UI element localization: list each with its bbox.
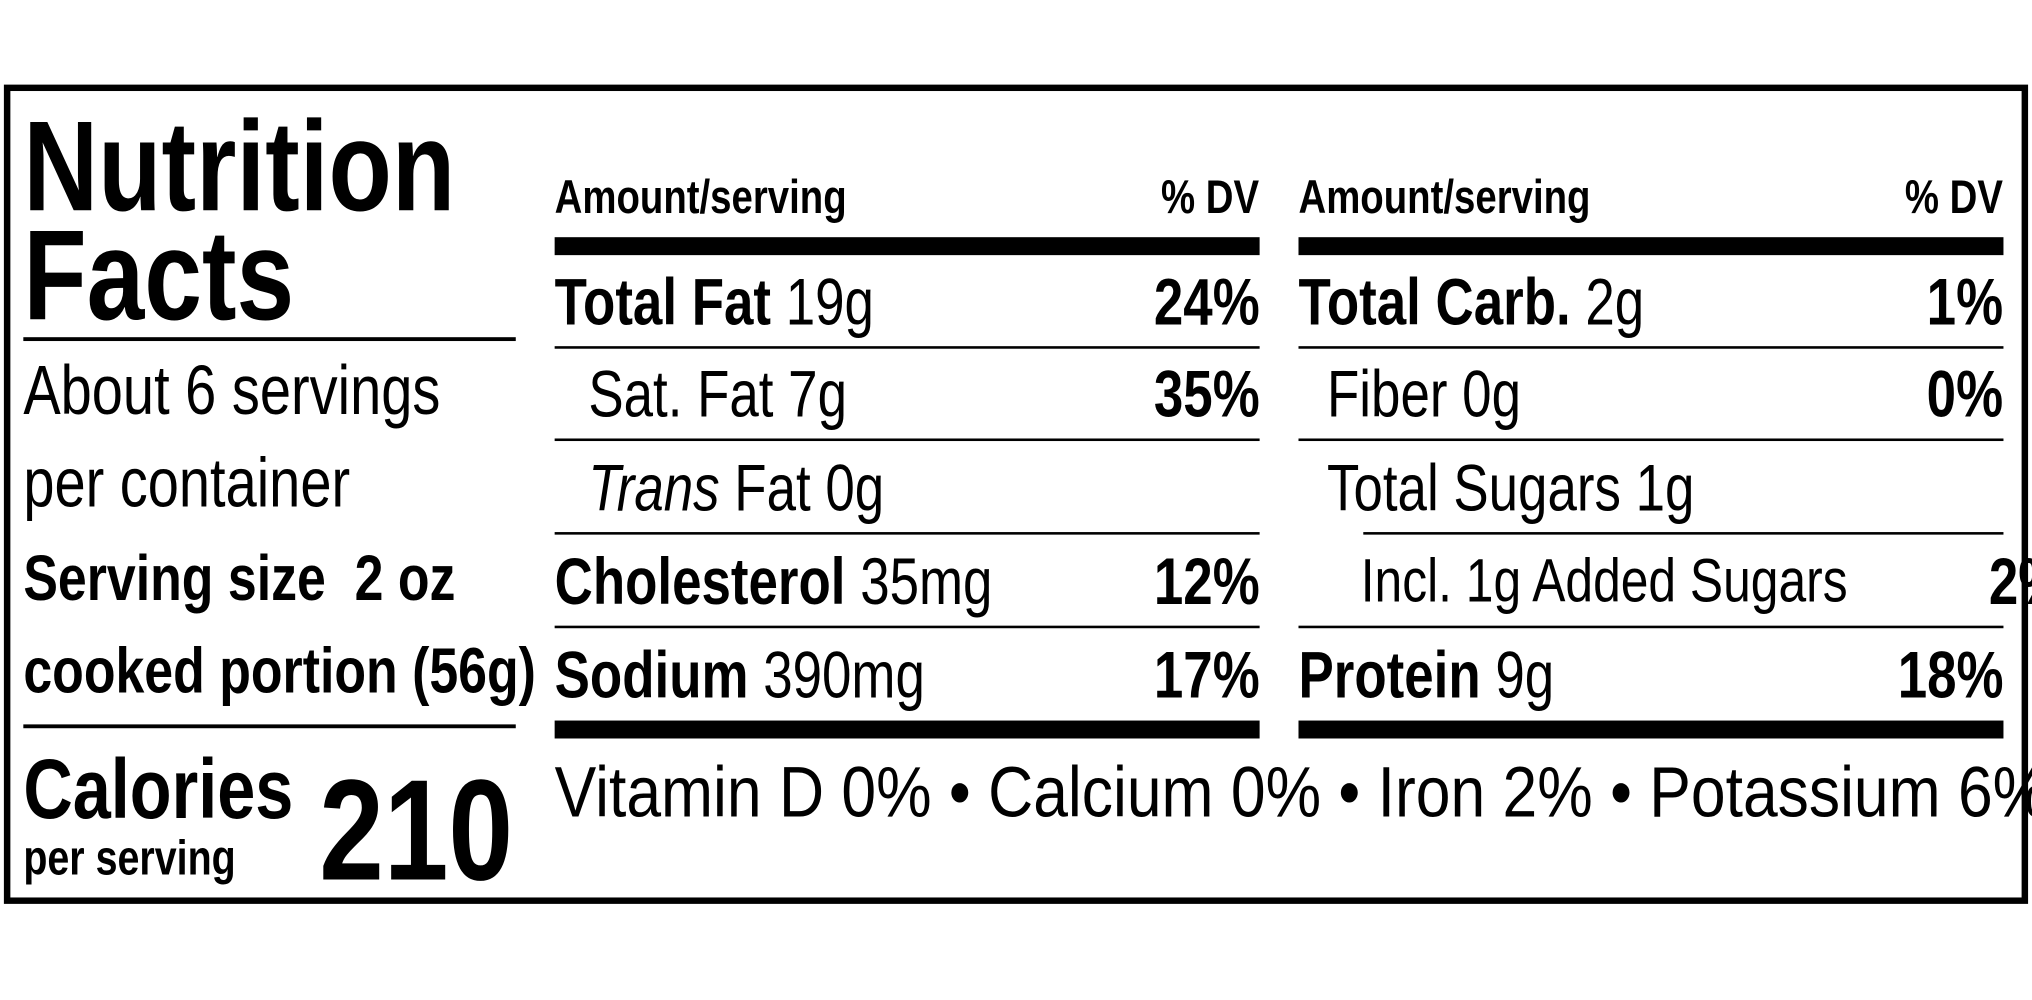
servings-text: About 6 servings [23, 352, 441, 430]
nutrient-row: Sat. Fat 7g 35% [554, 349, 1260, 442]
calories-sublabel: per serving [23, 831, 288, 887]
title: Nutrition [23, 103, 563, 231]
serving-size-text: cooked portion (56g) [23, 634, 536, 707]
nutrient-amount: 7g [788, 357, 847, 431]
calories-label-text: Calories [23, 741, 294, 836]
servings: per container [23, 441, 431, 526]
serving-size: Serving size 2 oz [23, 536, 563, 621]
vitamin: Calcium 0% [988, 751, 1322, 833]
nutrient-name: Total Carb. [1298, 264, 1571, 338]
nutrient-table: Amount/serving % DV Total Carb. 2g 1% Fibe… [1298, 167, 2032, 744]
nutrient-row: Trans Fat 0g [554, 442, 1260, 535]
nutrient-row: Protein 9g 18% [1298, 630, 2003, 720]
calories-label: Calories [23, 744, 361, 834]
nutrient-dv: 1% [1927, 264, 2004, 338]
calories-value-text: 210 [319, 750, 514, 911]
servings: About 6 servings [23, 349, 544, 434]
nutrient-dv: 18% [1897, 637, 2004, 711]
nutrient-dv: 0% [1927, 357, 2004, 431]
title-line: Facts [23, 203, 295, 348]
nutrient-name-italic: Trans [588, 450, 720, 524]
nutrient-name: Total Fat [554, 264, 772, 338]
nutrient-row: Total Fat 19g 24% [554, 256, 1260, 349]
nutrient-amount: 9g [1495, 637, 1555, 711]
nutrient-dv: 17% [1153, 637, 1260, 711]
vitamin: Vitamin D 0% [554, 751, 932, 833]
divider [23, 724, 516, 729]
nutrient-row: Incl. 1g Added Sugars 2% [1298, 536, 2032, 629]
title-line: Nutrition [23, 94, 456, 239]
header-amount: Amount/serving [554, 170, 847, 224]
nutrient-name: Fat [734, 450, 811, 524]
nutrient-name: Incl. 1g Added Sugars [1360, 546, 1848, 615]
label-border [3, 84, 2029, 904]
calories-sublabel-text: per serving [23, 832, 236, 886]
nutrient-amount: 19g [785, 264, 874, 338]
table-header: Amount/serving % DV [1298, 167, 2003, 229]
calories-value: 210 [271, 750, 514, 911]
nutrient-row: Cholesterol 35mg 12% [554, 536, 1260, 629]
nutrient-name: Sodium [554, 637, 749, 711]
header-dv: % DV [1905, 170, 2004, 224]
table-header: Amount/serving % DV [555, 167, 1260, 229]
nutrient-amount: 390mg [763, 637, 925, 711]
nutrient-amount: 0g [1462, 357, 1521, 431]
nutrient-name: Sat. Fat [588, 357, 774, 431]
nutrient-name: Cholesterol [554, 544, 846, 618]
nutrient-dv: 12% [1153, 544, 1260, 618]
thick-bar [554, 237, 1260, 256]
nutrient-dv: 24% [1153, 264, 1260, 338]
nutrient-row: Total Sugars 1g [1298, 442, 2003, 532]
nutrient-amount: 35mg [860, 544, 993, 618]
nutrient-row: Sodium 390mg 17% [555, 630, 1260, 720]
title: Facts [23, 212, 362, 340]
divider [23, 337, 516, 342]
servings-text: per container [23, 444, 351, 522]
nutrient-amount: 0g [825, 450, 885, 524]
vitamins: Vitamin D 0% • Calcium 0% • Iron 2% • Po… [555, 750, 2032, 835]
nutrient-name: Total Sugars [1327, 450, 1621, 524]
header-amount: Amount/serving [1298, 170, 1591, 224]
nutrient-dv: 35% [1153, 357, 1260, 431]
nutrient-row: Fiber 0g 0% [1298, 349, 2004, 442]
nutrient-name: Protein [1298, 637, 1481, 711]
serving-size: cooked portion (56g) [23, 628, 664, 713]
nutrient-table: Amount/serving % DV Total Fat 19g 24% Sat.… [554, 167, 1260, 744]
thick-bar [1298, 720, 2004, 739]
nutrient-amount: 2g [1585, 264, 1645, 338]
thick-bar [1298, 237, 2004, 256]
vitamin: Potassium 6% [1649, 751, 2032, 833]
thick-bar [554, 720, 1260, 739]
divider [1363, 532, 2004, 535]
serving-size-text: Serving size 2 oz [23, 542, 456, 615]
nutrient-name: Fiber [1327, 357, 1448, 431]
header-dv: % DV [1161, 170, 1260, 224]
nutrient-amount: 1g [1635, 450, 1695, 524]
nutrient-row: Total Carb. 2g 1% [1298, 256, 2004, 349]
vitamin: Iron 2% [1377, 751, 1593, 833]
nutrient-dv: 2% [1988, 544, 2032, 618]
